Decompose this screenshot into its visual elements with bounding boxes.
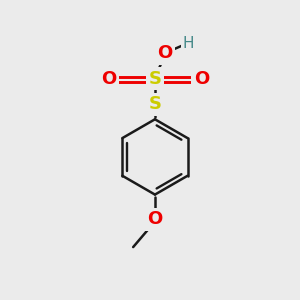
Text: O: O (157, 44, 172, 62)
Text: O: O (101, 70, 116, 88)
Text: H: H (183, 35, 194, 50)
Text: O: O (147, 210, 163, 228)
Text: O: O (194, 70, 209, 88)
Text: S: S (148, 70, 161, 88)
Text: S: S (148, 95, 161, 113)
